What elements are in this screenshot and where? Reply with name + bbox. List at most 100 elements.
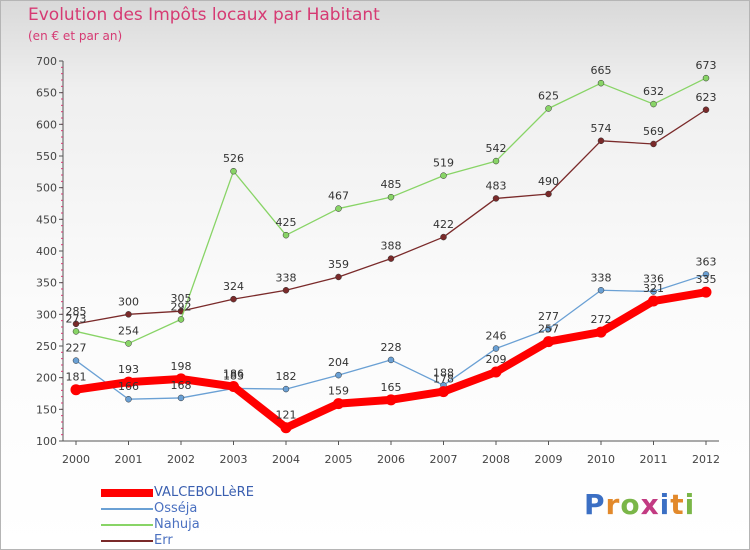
data-point: [545, 190, 552, 198]
x-tick-label: 2003: [220, 453, 248, 466]
y-tick-label: 500: [36, 182, 57, 195]
data-label: 625: [538, 90, 559, 103]
data-point: [545, 325, 552, 333]
x-tick-label: 2005: [325, 453, 353, 466]
y-tick-label: 600: [36, 118, 57, 131]
data-point: [492, 157, 500, 165]
data-label: 193: [118, 363, 139, 376]
data-label: 159: [328, 385, 349, 398]
data-point: [492, 345, 500, 352]
data-label: 526: [223, 152, 244, 165]
x-tick-label: 2006: [377, 453, 405, 466]
y-tick-label: 100: [36, 435, 57, 448]
y-tick-label: 450: [36, 213, 57, 226]
logo-letter: i: [659, 488, 671, 521]
legend-label: Nahuja: [154, 517, 200, 532]
data-label: 305: [171, 292, 192, 305]
x-tick-label: 2008: [482, 453, 510, 466]
data-point: [702, 271, 710, 278]
data-label: 490: [538, 175, 559, 188]
data-point: [597, 287, 605, 294]
legend-swatch: [101, 540, 153, 542]
y-tick-label: 200: [36, 372, 57, 385]
logo-letter: P: [584, 488, 606, 521]
x-tick-label: 2009: [535, 453, 563, 466]
legend-label: VALCEBOLLèRE: [154, 485, 254, 500]
data-point: [72, 328, 80, 335]
data-point: [387, 356, 395, 364]
legend-swatch: [101, 524, 153, 526]
chart-title: Evolution des Impôts locaux par Habitant: [28, 5, 380, 25]
data-point: [545, 105, 552, 112]
data-point: [492, 195, 500, 202]
y-tick-label: 550: [36, 150, 57, 163]
y-tick-label: 700: [36, 55, 57, 68]
chart-subtitle: (en € et par an): [28, 29, 123, 43]
logo-letter: o: [620, 488, 641, 521]
data-point: [543, 336, 554, 348]
data-point: [335, 273, 342, 281]
data-point: [335, 205, 342, 212]
data-point: [175, 373, 187, 385]
data-point: [440, 172, 447, 179]
data-label: 183: [223, 369, 244, 382]
legend-label: Err: [154, 533, 173, 548]
data-point: [595, 326, 607, 338]
x-tick-label: 2010: [587, 453, 615, 466]
data-point: [72, 320, 80, 328]
data-label: 324: [223, 280, 244, 293]
logo-letter: i: [684, 488, 696, 521]
data-point: [650, 140, 657, 148]
legend-label: Osséja: [154, 501, 198, 516]
data-label: 188: [433, 366, 454, 379]
data-label: 292: [171, 300, 192, 313]
y-tick-label: 400: [36, 245, 57, 258]
data-point: [440, 233, 447, 241]
y-tick-label: 650: [36, 87, 57, 100]
logo-letter: r: [605, 488, 621, 521]
data-label: 665: [591, 64, 612, 77]
x-tick-label: 2000: [62, 453, 90, 466]
data-label: 257: [538, 323, 559, 336]
data-label: 198: [171, 360, 192, 373]
data-label: 425: [276, 216, 297, 229]
y-tick-label: 250: [36, 340, 57, 353]
data-point: [387, 193, 395, 201]
data-label: 166: [118, 380, 139, 393]
data-label: 165: [381, 381, 402, 394]
data-label: 285: [66, 305, 87, 318]
data-point: [387, 255, 395, 262]
data-label: 273: [66, 312, 87, 325]
data-point: [648, 295, 659, 307]
data-label: 483: [486, 179, 507, 192]
x-tick-label: 2011: [640, 453, 668, 466]
data-label: 204: [328, 356, 349, 369]
data-label: 574: [591, 122, 612, 135]
logo-letter: x: [640, 488, 660, 521]
data-point: [335, 371, 342, 379]
data-label: 673: [696, 59, 717, 72]
data-label: 388: [381, 240, 402, 253]
data-label: 272: [591, 313, 612, 326]
data-label: 227: [66, 342, 87, 355]
data-label: 338: [276, 271, 297, 284]
data-point: [177, 316, 185, 323]
data-point: [438, 386, 449, 398]
data-point: [702, 106, 710, 114]
data-point: [385, 394, 397, 406]
data-point: [702, 74, 710, 82]
data-label: 623: [696, 91, 717, 104]
data-point: [125, 395, 132, 403]
data-label: 168: [171, 379, 192, 392]
data-label: 485: [381, 178, 402, 191]
data-label: 363: [696, 255, 717, 268]
data-label: 181: [66, 371, 87, 384]
data-point: [700, 286, 712, 298]
data-point: [333, 398, 344, 410]
data-point: [72, 357, 80, 364]
data-point: [123, 376, 134, 388]
legend-swatch: [101, 508, 153, 510]
x-tick-label: 2007: [430, 453, 458, 466]
